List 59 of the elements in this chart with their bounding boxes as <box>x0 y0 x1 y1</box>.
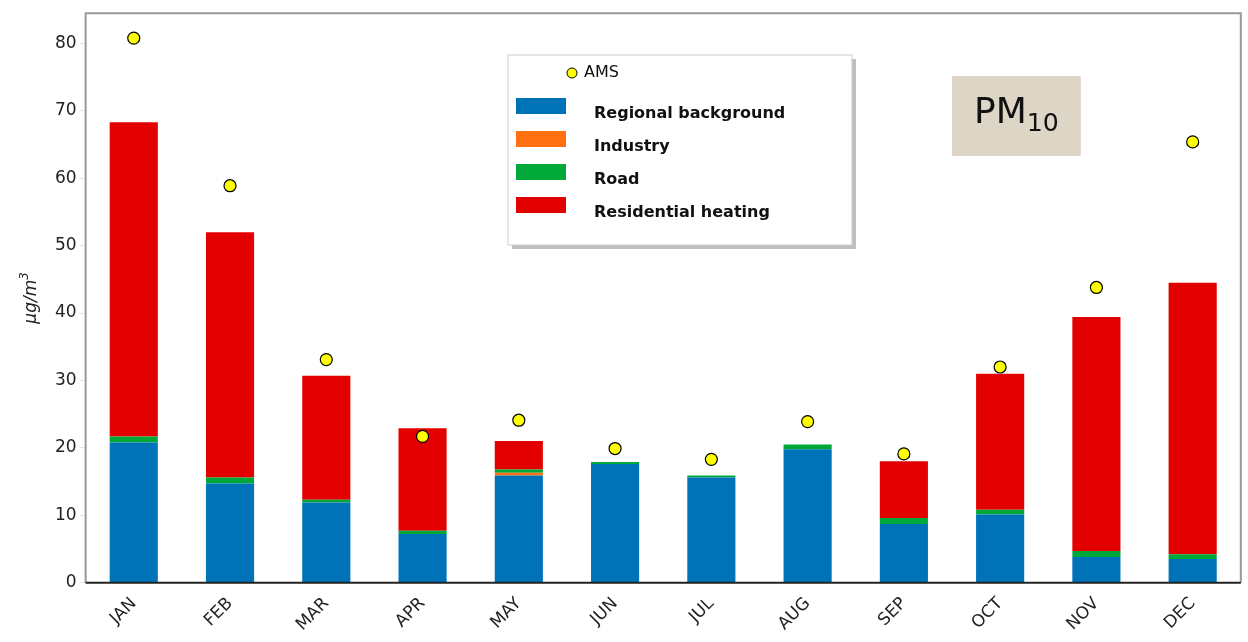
bar <box>1072 557 1121 583</box>
legend-label: Road <box>594 169 640 189</box>
bar <box>879 524 928 583</box>
y-tick-label: 20 <box>54 436 77 457</box>
legend-label: AMS <box>584 62 619 82</box>
point <box>704 452 718 466</box>
y-tick-label: 10 <box>54 503 77 524</box>
point <box>1089 280 1103 295</box>
bar <box>398 530 447 535</box>
bar <box>109 442 158 583</box>
bar <box>783 444 832 450</box>
y-tick-label: 30 <box>54 368 77 389</box>
bar <box>976 373 1025 510</box>
bar <box>398 534 447 583</box>
bar <box>302 502 351 583</box>
bar <box>976 509 1025 515</box>
legend-label: Industry <box>594 136 671 156</box>
bar <box>494 475 543 583</box>
bar <box>1072 550 1121 558</box>
y-tick-label: 0 <box>65 571 77 592</box>
y-tick-label: 40 <box>54 301 77 322</box>
point <box>415 429 430 443</box>
x-tick-label: SEP <box>873 592 910 630</box>
bar <box>205 232 255 478</box>
bar <box>1168 554 1217 560</box>
bar <box>302 375 351 500</box>
y-tick-label: 60 <box>54 166 77 187</box>
point <box>1186 135 1200 149</box>
bar <box>1168 282 1217 555</box>
bar <box>591 464 640 583</box>
bar <box>494 441 543 470</box>
bar <box>1168 559 1217 583</box>
bar <box>591 462 640 465</box>
bar <box>687 477 736 583</box>
bar <box>1072 317 1121 551</box>
y-tick-label: 50 <box>54 234 77 255</box>
point <box>223 179 237 193</box>
bar <box>879 461 928 518</box>
point <box>897 447 911 461</box>
bar <box>109 122 158 437</box>
y-tick-label: 80 <box>54 31 77 52</box>
legend-label: Regional background <box>594 103 786 123</box>
y-tick-label: 70 <box>54 99 77 120</box>
point <box>319 352 333 367</box>
bar <box>205 483 255 583</box>
point <box>608 441 622 456</box>
bar <box>783 449 832 583</box>
bar <box>109 436 158 443</box>
bar <box>687 475 736 478</box>
bar <box>398 428 447 531</box>
bar <box>205 477 255 484</box>
bar <box>879 517 928 524</box>
x-tick-label: JUL <box>683 592 718 627</box>
point <box>127 31 141 45</box>
point <box>801 414 815 429</box>
point <box>512 413 526 427</box>
point <box>993 360 1007 374</box>
legend-label: Residential heating <box>594 202 770 222</box>
bar <box>976 514 1025 583</box>
